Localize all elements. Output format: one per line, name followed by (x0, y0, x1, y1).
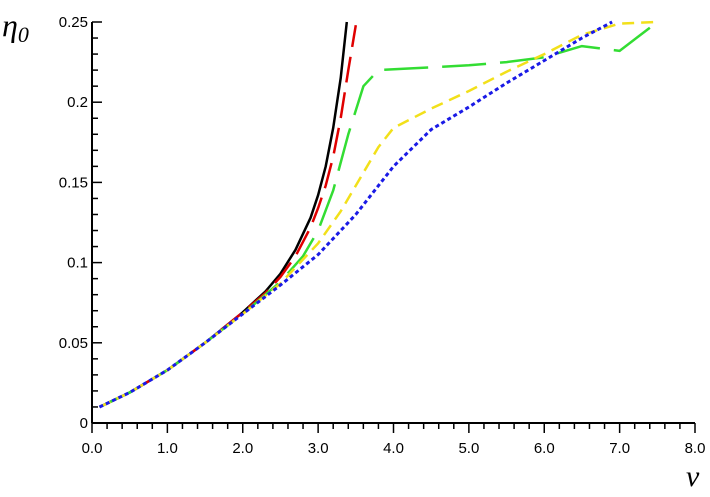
x-tick-label: 6.0 (534, 440, 555, 457)
y-tick-label: 0.1 (67, 255, 88, 272)
y-axis-title: η0 (2, 7, 29, 47)
x-tick-label: 5.0 (458, 440, 479, 457)
y-tick-label: 0.25 (59, 14, 88, 31)
x-tick-label: 0.0 (82, 440, 103, 457)
y-axis-title-subscript: 0 (18, 22, 29, 47)
series-line-5 (98, 20, 613, 409)
y-tick-label: 0.15 (59, 174, 88, 191)
x-tick-label: 3.0 (308, 440, 329, 457)
series-line-2 (98, 24, 358, 409)
y-tick-label: 0.2 (67, 94, 88, 111)
y-tick-label: 0 (80, 415, 88, 432)
x-tick-label: 8.0 (685, 440, 706, 457)
series-line-4 (98, 20, 658, 409)
series-line-1 (98, 21, 349, 409)
x-tick-label: 1.0 (157, 440, 178, 457)
tick-labels: 0 0.05 0.1 0.15 0.2 0.25 0.0 1.0 2.0 3.0 4.0 5.0 6.0… (59, 14, 706, 457)
x-axis-title: ν (686, 460, 700, 493)
series-layer (98, 20, 659, 409)
axes (91, 21, 696, 433)
x-tick-label: 4.0 (383, 440, 404, 457)
y-tick-label: 0.05 (59, 335, 88, 352)
series-line-3 (98, 21, 659, 409)
y-axis-title-main: η (2, 7, 18, 43)
x-tick-label: 7.0 (609, 440, 630, 457)
x-tick-label: 2.0 (232, 440, 253, 457)
